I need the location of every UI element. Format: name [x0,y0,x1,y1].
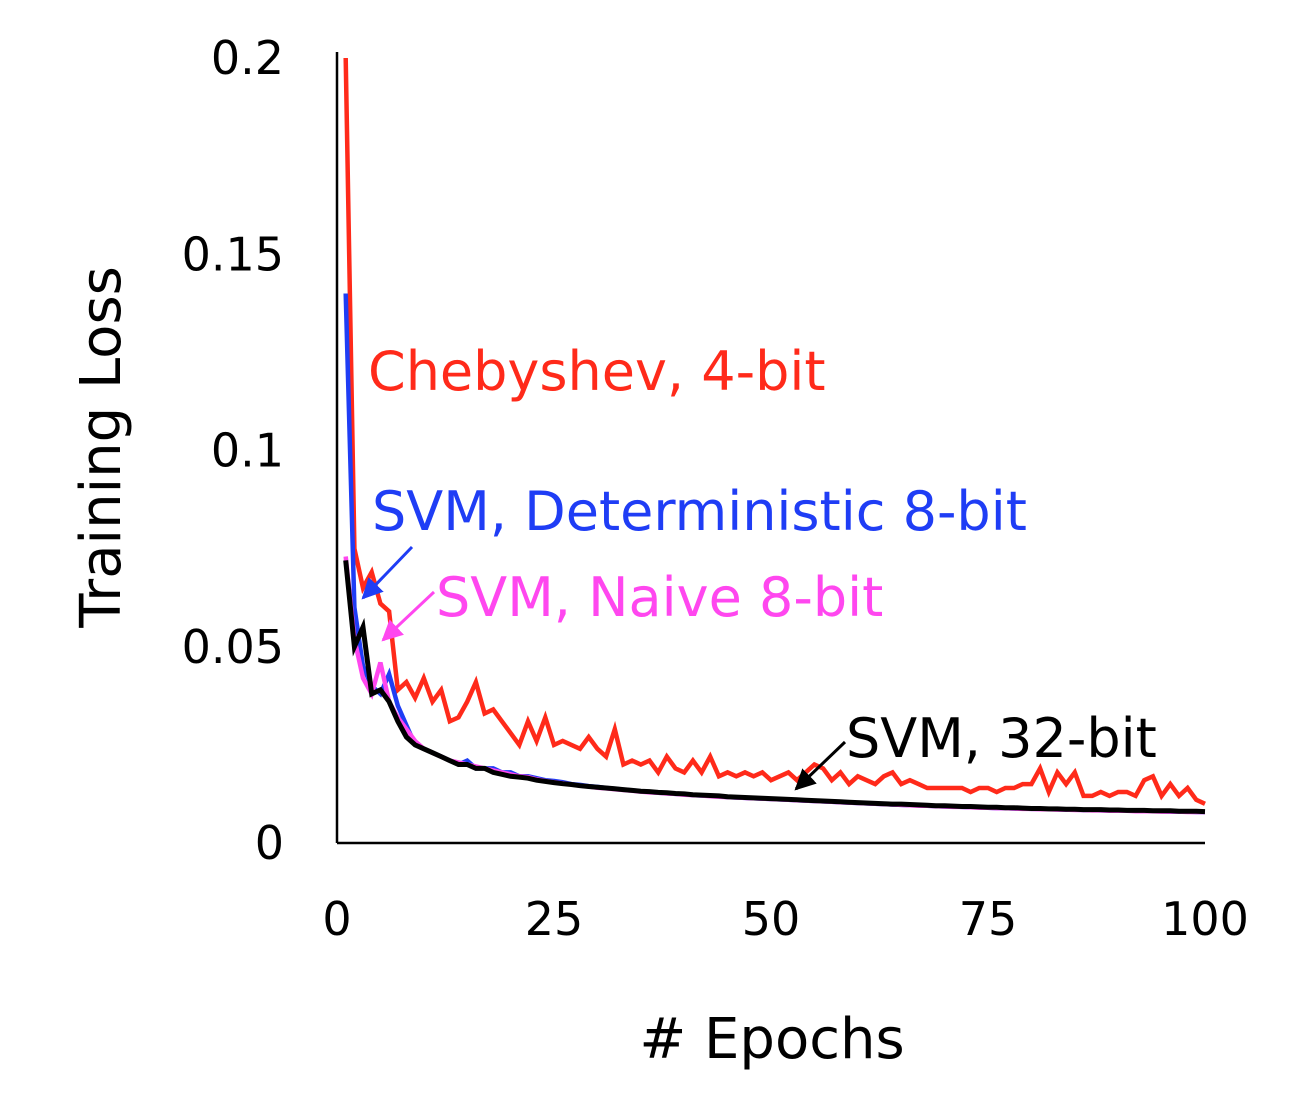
y-tick-label: 0.05 [182,620,284,674]
series-line-chebyshev-4-bit [343,57,1206,806]
y-tick-label: 0.2 [211,31,284,85]
x-tick-label: 50 [742,892,801,946]
x-tick-labels: 0 25 50 75 100 [322,892,1249,946]
series-layer [343,57,1206,815]
annotation-svm-deterministic-8bit: SVM, Deterministic 8-bit [372,480,1027,543]
arrow-svm-naive-8bit [381,590,436,642]
y-tick-label: 0 [255,816,284,870]
arrow-svm-32bit [794,740,847,791]
x-tick-label: 0 [322,892,351,946]
y-tick-labels: 0 0.05 0.1 0.15 0.2 [182,31,284,870]
annotation-svm-32bit: SVM, 32-bit [846,707,1157,770]
x-tick-label: 25 [525,892,584,946]
x-tick-label: 75 [959,892,1018,946]
y-tick-label: 0.1 [211,424,284,478]
y-axis-label: Training Loss [69,266,134,629]
annotation-svm-naive-8bit: SVM, Naive 8-bit [436,566,883,629]
series-line-svm-32-bit [343,560,1206,815]
arrow-svm-deterministic-8bit [361,545,414,600]
x-axis-label: # Epochs [639,1007,904,1072]
y-tick-label: 0.15 [182,227,284,281]
x-tick-label: 100 [1161,892,1249,946]
annotation-chebyshev-4bit: Chebyshev, 4-bit [368,340,826,403]
